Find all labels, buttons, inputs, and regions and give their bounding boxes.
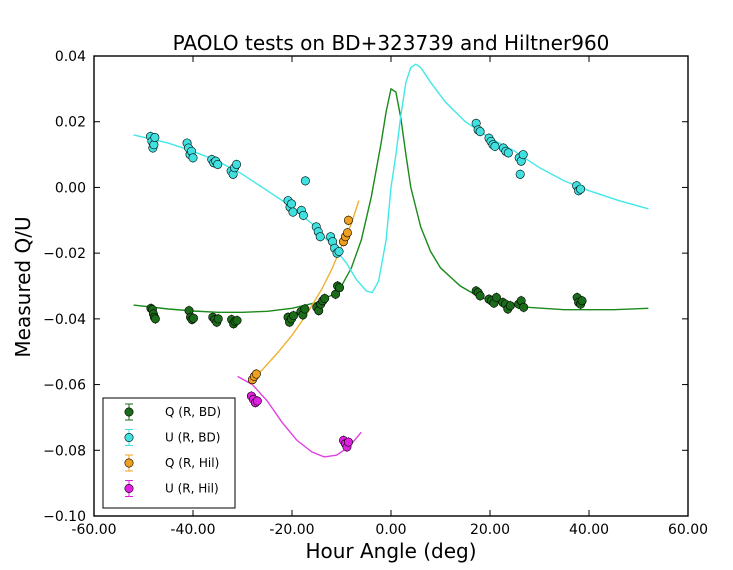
- data-point: [515, 169, 525, 179]
- legend: Q (R, BD) U (R, BD) Q (R, Hil) U (R, Hil): [102, 397, 236, 509]
- legend-marker: [124, 458, 134, 468]
- data-point: [503, 148, 513, 158]
- series-4: [246, 391, 353, 452]
- x-tick-label: 60.00: [668, 522, 708, 538]
- data-point: [232, 159, 242, 169]
- data-point: [519, 302, 529, 312]
- model-curve-4: [237, 375, 362, 458]
- series-3: [247, 215, 353, 385]
- data-point: [213, 159, 223, 169]
- data-point: [188, 153, 198, 163]
- data-point: [288, 311, 298, 321]
- x-tick-label: 20.00: [470, 522, 510, 538]
- legend-label: Q (R, BD): [165, 405, 221, 419]
- x-axis-title: Hour Angle (deg): [305, 539, 476, 563]
- x-tick-label: 0.00: [375, 522, 406, 538]
- data-point: [334, 247, 344, 257]
- axes: -60.00 -40.00 -20.00 0.00 20.00 40.00 60.00 0.0…: [43, 49, 708, 538]
- data-point: [252, 396, 262, 406]
- plot-area: [133, 63, 649, 458]
- data-point: [298, 210, 308, 220]
- data-point: [343, 437, 353, 447]
- data-point: [188, 313, 198, 323]
- data-point: [475, 291, 485, 301]
- data-point: [315, 232, 325, 242]
- data-point: [300, 176, 310, 186]
- data-point: [491, 292, 501, 302]
- data-point: [320, 293, 330, 303]
- legend-marker: [124, 407, 134, 417]
- legend-label: U (R, BD): [165, 431, 220, 445]
- data-point: [343, 215, 353, 225]
- data-point: [213, 314, 223, 324]
- data-point: [505, 301, 515, 311]
- data-point: [300, 304, 310, 314]
- y-tick-label: 0.00: [55, 180, 86, 196]
- data-point: [232, 315, 242, 325]
- x-tick-label: -40.00: [170, 522, 215, 538]
- series-1: [146, 281, 587, 329]
- data-point: [288, 207, 298, 217]
- data-point: [490, 141, 500, 151]
- data-point: [342, 228, 352, 238]
- data-point: [287, 199, 297, 209]
- legend-marker: [124, 432, 134, 442]
- legend-label: U (R, Hil): [165, 482, 219, 496]
- y-axis-title: Measured Q/U: [11, 216, 35, 357]
- data-point: [335, 283, 345, 293]
- data-point: [150, 314, 160, 324]
- x-tick-label: -20.00: [269, 522, 314, 538]
- y-tick-label: −0.06: [43, 378, 86, 394]
- y-tick-label: −0.08: [43, 443, 86, 459]
- y-tick-label: −0.04: [43, 312, 86, 328]
- legend-marker: [124, 483, 134, 493]
- x-tick-label: 40.00: [569, 522, 609, 538]
- y-tick-label: −0.02: [43, 246, 86, 262]
- x-tick-label: -60.00: [71, 522, 116, 538]
- data-point: [576, 184, 586, 194]
- data-points: [145, 118, 587, 452]
- y-tick-label: 0.04: [55, 49, 86, 65]
- series-2: [145, 118, 586, 259]
- data-point: [577, 296, 587, 306]
- y-tick-label: −0.10: [43, 509, 86, 525]
- data-point: [150, 132, 160, 142]
- data-point: [475, 127, 485, 137]
- legend-label: Q (R, Hil): [165, 456, 219, 470]
- y-tick-label: 0.02: [55, 115, 86, 131]
- data-point: [518, 150, 528, 160]
- data-point: [251, 369, 261, 379]
- chart-title: PAOLO tests on BD+323739 and Hiltner960: [173, 31, 610, 55]
